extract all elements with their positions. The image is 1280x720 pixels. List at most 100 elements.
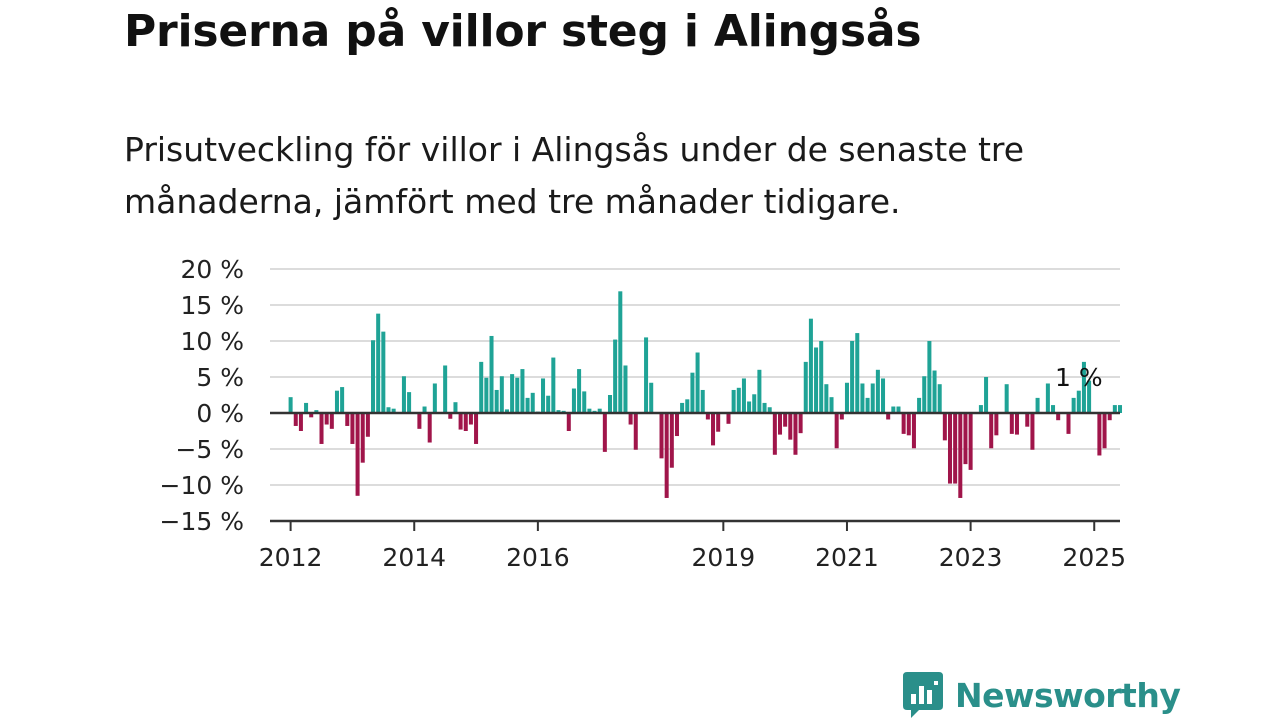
bar [881, 378, 886, 413]
bar [711, 413, 716, 446]
bar [891, 406, 896, 413]
bar [953, 413, 958, 484]
x-tick-label: 2021 [815, 543, 879, 572]
bar [834, 413, 839, 449]
bar [566, 413, 571, 431]
bar [865, 397, 870, 413]
bar [582, 391, 587, 413]
bar [788, 413, 793, 440]
x-tick-label: 2019 [692, 543, 756, 572]
bar [855, 333, 860, 413]
bar [994, 413, 999, 436]
bar [546, 395, 551, 413]
y-tick-label: 10 % [180, 327, 244, 356]
bar [844, 382, 849, 413]
bar [808, 318, 813, 413]
bar [731, 389, 736, 413]
bar [607, 395, 613, 413]
bar [747, 401, 752, 413]
newsworthy-logo: Newsworthy [903, 672, 1181, 718]
bar [422, 406, 427, 413]
bar [448, 413, 453, 419]
bar [309, 413, 314, 418]
bar [602, 413, 607, 452]
bar [1097, 413, 1102, 456]
bar [736, 387, 741, 413]
bar [360, 413, 365, 463]
bar [1087, 380, 1092, 413]
bar [1117, 405, 1123, 413]
bar [515, 377, 520, 413]
bar [937, 384, 942, 413]
x-tick-label: 2014 [382, 543, 446, 572]
bar [293, 413, 298, 426]
bar [319, 413, 324, 444]
bar [824, 384, 829, 413]
bar [1051, 405, 1056, 413]
bar [777, 413, 783, 435]
bar [772, 413, 777, 455]
bar [932, 370, 937, 413]
bar [334, 390, 339, 413]
bar [968, 413, 973, 470]
bar [298, 413, 303, 431]
bar [767, 407, 772, 413]
bar [1030, 413, 1035, 450]
bar [417, 413, 422, 429]
bar [649, 382, 654, 413]
bar [432, 383, 437, 413]
bar [690, 372, 695, 413]
bar [355, 413, 360, 496]
bar [628, 413, 633, 425]
latest-value-annotation: 1 % [1055, 363, 1103, 392]
bar [963, 413, 968, 465]
bar [504, 409, 509, 413]
bar [365, 413, 370, 437]
bar [741, 378, 746, 413]
x-tick-label: 2023 [939, 543, 1003, 572]
bar [350, 413, 355, 444]
bar [850, 341, 855, 413]
bar [1004, 384, 1009, 413]
bar [927, 341, 932, 413]
bar [618, 291, 623, 413]
bar [793, 413, 798, 455]
bar [499, 376, 504, 413]
bar [520, 369, 525, 413]
bar [705, 413, 710, 420]
y-tick-label: 5 % [196, 363, 244, 392]
bar [1071, 397, 1076, 413]
bar [901, 413, 906, 434]
bar [886, 413, 891, 420]
bar [510, 374, 515, 413]
bar [474, 413, 479, 444]
bar [978, 405, 983, 413]
bar [906, 413, 911, 436]
y-tick-label: −15 % [160, 507, 244, 536]
bar [798, 413, 803, 434]
bar [870, 383, 875, 413]
bar [762, 402, 767, 413]
bar-chart-bubble-icon [903, 672, 943, 718]
bar [814, 347, 819, 413]
bar [1066, 413, 1071, 434]
bar [669, 413, 674, 468]
bar [819, 341, 824, 413]
bar [1056, 413, 1061, 421]
bar [597, 408, 602, 413]
bar [1081, 361, 1086, 413]
bar [587, 408, 592, 413]
bar [896, 406, 901, 413]
bar [1102, 413, 1107, 449]
bar [680, 402, 685, 413]
bar [633, 413, 638, 450]
bar [1045, 383, 1050, 413]
bar [551, 357, 556, 413]
bar [947, 413, 953, 484]
bar-chart: 20 %15 %10 %5 %0 %−5 %−10 %−15 % 2012 201… [160, 255, 1127, 572]
bar [494, 389, 499, 413]
x-tick-label: 2016 [506, 543, 570, 572]
bars [288, 291, 1123, 498]
bar [340, 387, 345, 413]
bar [1014, 413, 1019, 435]
